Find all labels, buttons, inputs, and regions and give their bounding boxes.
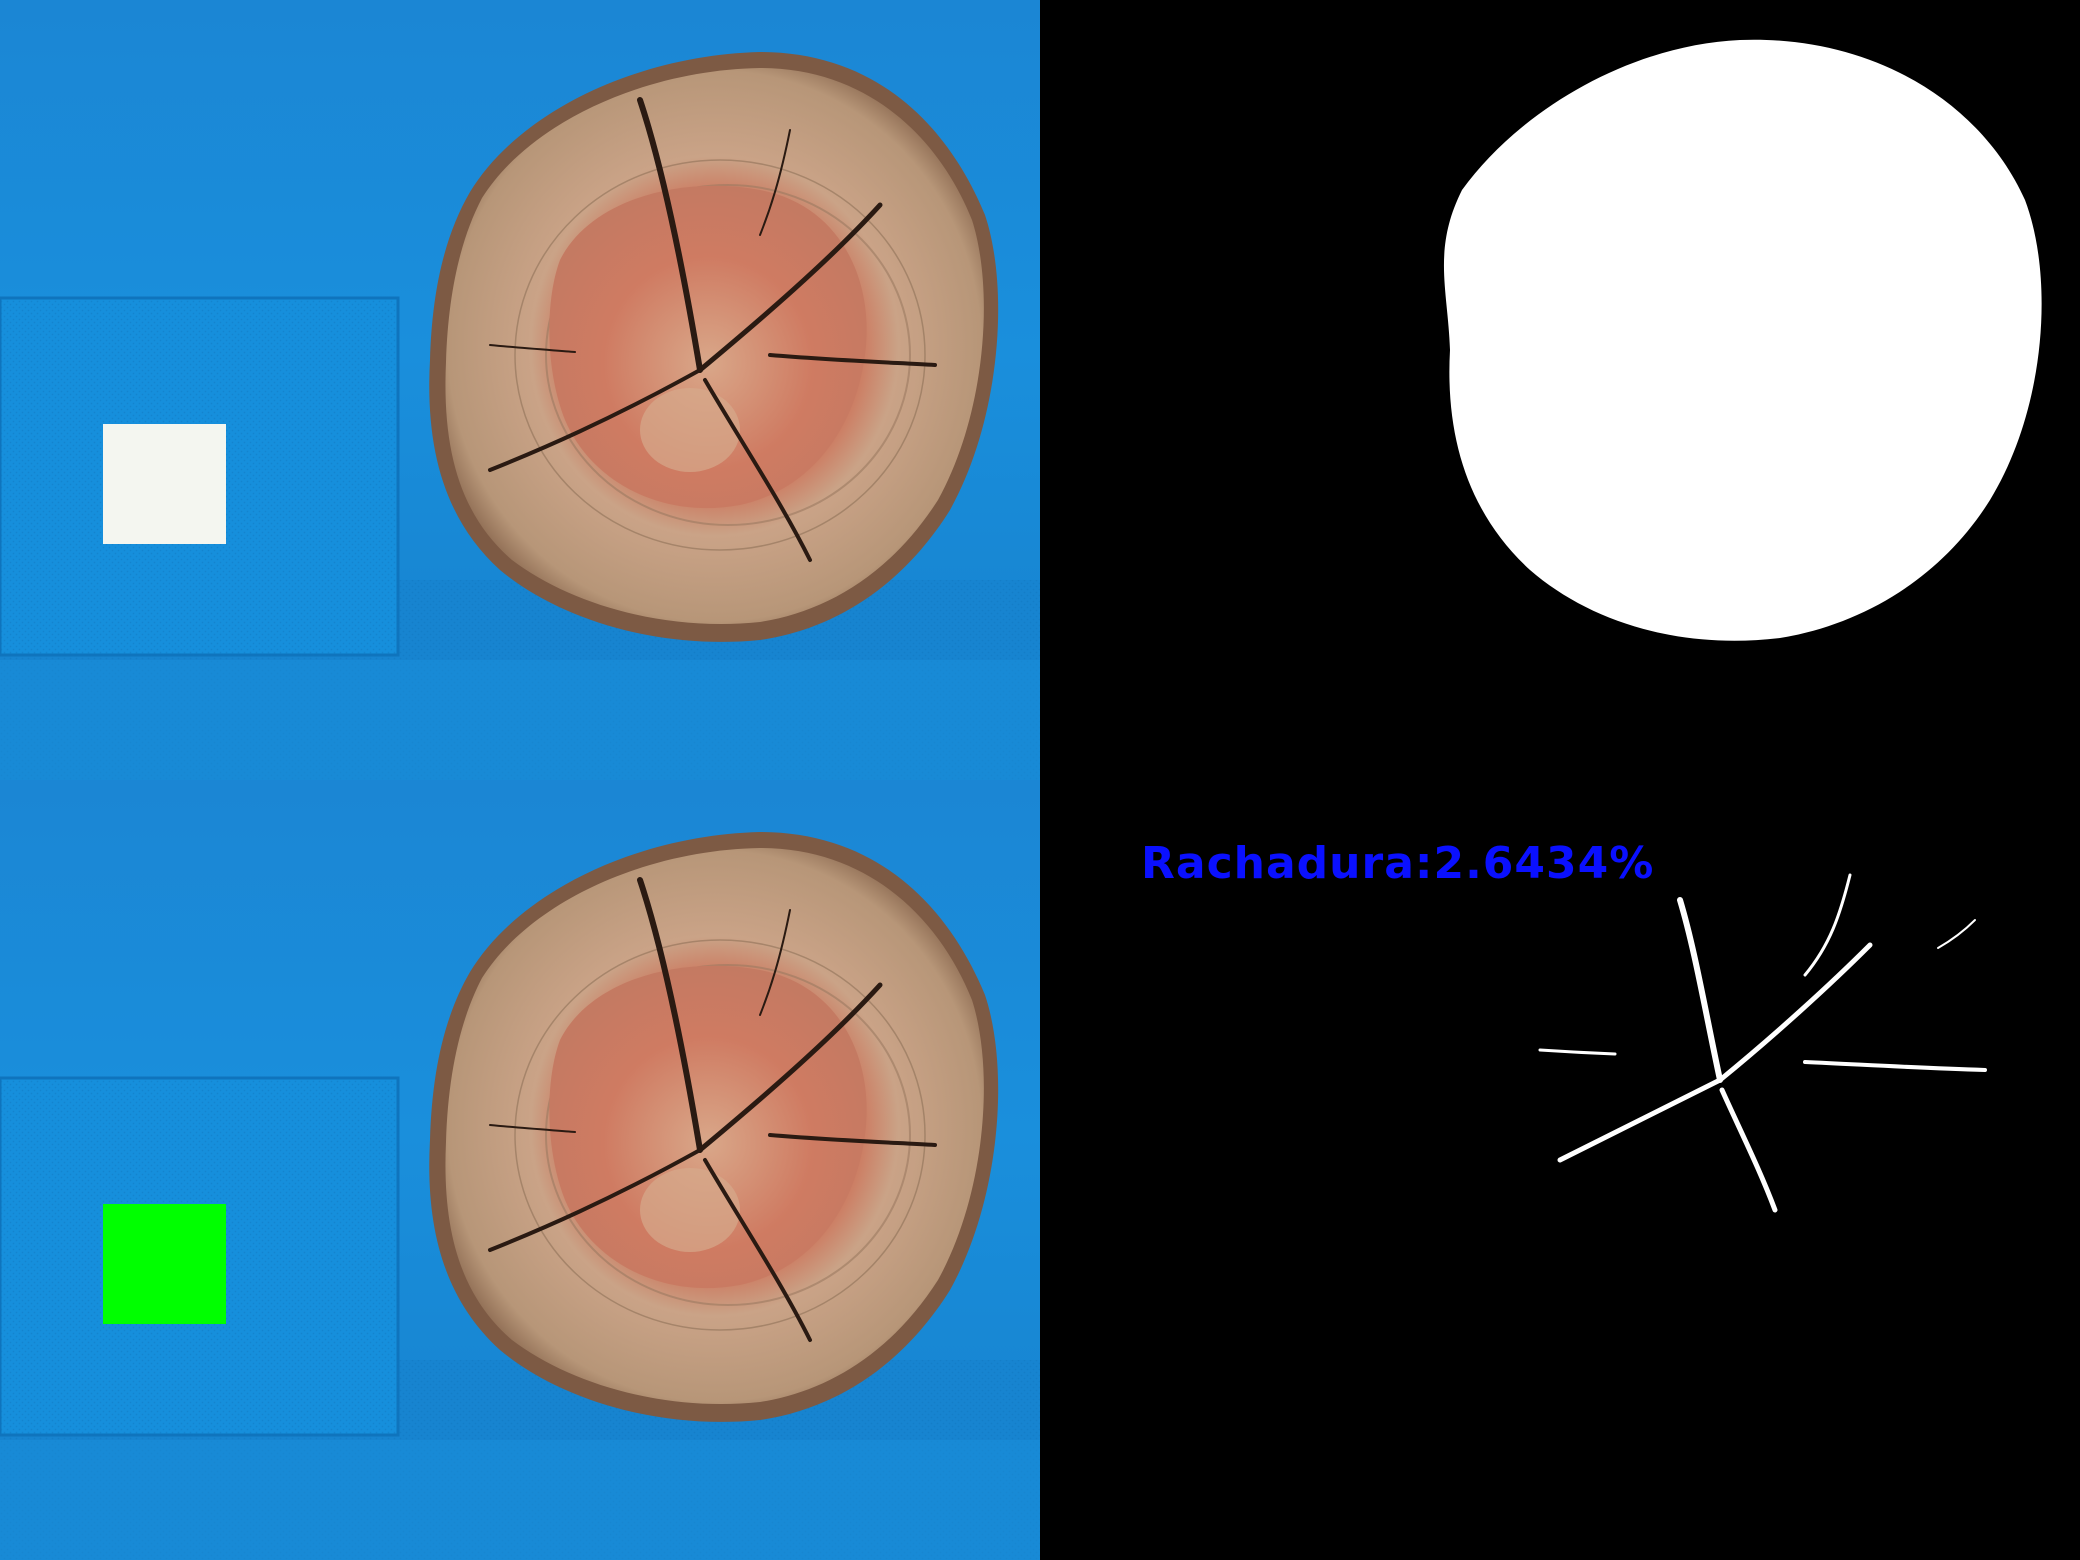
green-marker bbox=[103, 1204, 226, 1324]
crack-mask-panel: Rachadura:2.6434% bbox=[1040, 780, 2080, 1560]
log-mask-panel bbox=[1040, 0, 2080, 780]
original-photo bbox=[0, 0, 1040, 780]
marked-photo-panel bbox=[0, 780, 1040, 1560]
white-marker bbox=[103, 424, 226, 544]
log-cross-section bbox=[429, 832, 999, 1422]
log-mask bbox=[1040, 0, 2080, 780]
crack-percentage-label: Rachadura:2.6434% bbox=[1141, 838, 1655, 889]
log-cross-section bbox=[429, 52, 999, 642]
crack-mask bbox=[1040, 780, 2080, 1560]
original-photo-panel bbox=[0, 0, 1040, 780]
marked-photo bbox=[0, 780, 1040, 1560]
